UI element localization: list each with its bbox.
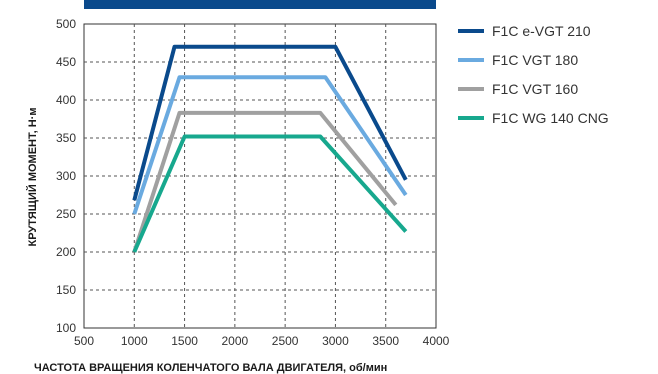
y-tick-label: 150 (56, 283, 76, 297)
series-line-0 (132, 44, 408, 201)
y-tick-label: 200 (56, 245, 76, 259)
x-tick-label: 2500 (272, 334, 299, 348)
grid-lines (84, 24, 436, 328)
series-line-1 (132, 75, 408, 215)
y-tick-label: 400 (56, 93, 76, 107)
x-tick-label: 4000 (423, 334, 450, 348)
legend-label: F1C VGT 180 (492, 52, 578, 68)
y-tick-label: 450 (56, 55, 76, 69)
x-axis-ticks: 500 1000 1500 2000 2500 3000 3500 4000 (74, 334, 450, 348)
x-axis-title: ЧАСТОТА ВРАЩЕНИЯ КОЛЕНЧАТОГО ВАЛА ДВИГАТ… (34, 362, 387, 374)
legend: F1C e-VGT 210 F1C VGT 180 F1C VGT 160 F1C W… (458, 23, 609, 126)
series-line-3 (132, 134, 408, 253)
y-axis-title: КРУТЯЩИЙ МОМЕНТ, Н·м (26, 108, 39, 247)
x-tick-label: 1500 (171, 334, 198, 348)
y-tick-label: 100 (56, 321, 76, 335)
x-tick-label: 2000 (222, 334, 249, 348)
y-tick-label: 250 (56, 207, 76, 221)
x-tick-label: 1000 (121, 334, 148, 348)
legend-label: F1C WG 140 CNG (492, 110, 609, 126)
y-tick-label: 350 (56, 131, 76, 145)
legend-label: F1C e-VGT 210 (492, 23, 591, 39)
series-lines (132, 44, 408, 253)
x-tick-label: 500 (74, 334, 94, 348)
x-tick-label: 3000 (322, 334, 349, 348)
y-tick-label: 300 (56, 169, 76, 183)
header-bar (84, 0, 436, 9)
series-line-2 (132, 110, 398, 253)
y-axis-ticks: 100 150 200 250 300 350 400 450 500 (56, 17, 76, 335)
y-tick-label: 500 (56, 17, 76, 31)
legend-label: F1C VGT 160 (492, 81, 578, 97)
x-tick-label: 3500 (372, 334, 399, 348)
